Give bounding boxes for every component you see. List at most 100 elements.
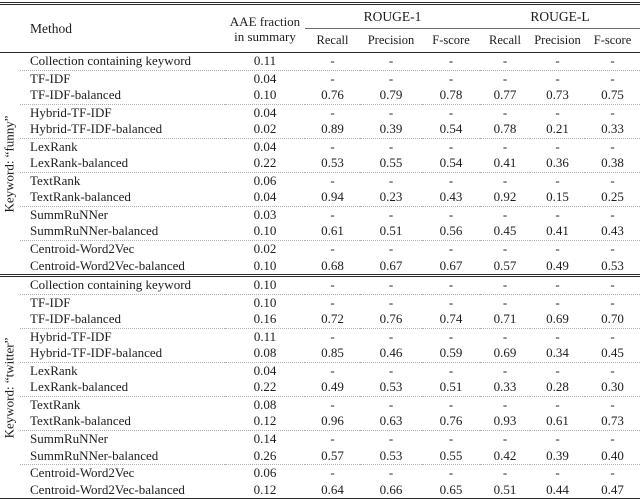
aae-fraction-cell: 0.10 xyxy=(225,87,305,105)
rouge1-precision-cell: 0.66 xyxy=(379,481,403,497)
rouge1-precision-cell: 0.63 xyxy=(360,413,422,432)
rouge1-precision-cell: 0.53 xyxy=(360,447,422,466)
rouge1-precision-cell: - xyxy=(388,172,394,188)
aae-fraction-cell: 0.22 xyxy=(225,155,305,173)
rouge1-precision-cell: - xyxy=(388,294,394,310)
rougel-fscore-cell: - xyxy=(610,138,615,154)
group-label-text: Keyword: “twitter” xyxy=(1,337,17,439)
rouge1-precision-cell: - xyxy=(388,206,394,222)
rouge1-fscore-cell: 0.43 xyxy=(422,189,480,207)
table-row: SummRuNNer 0.03 - - - - - - xyxy=(0,206,640,223)
rouge1-fscore-cell: - xyxy=(448,104,454,120)
rouge1-recall-cell: 0.96 xyxy=(305,413,360,432)
method-cell: LexRank-balanced xyxy=(20,379,225,397)
rouge1-recall-cell: 0.85 xyxy=(305,345,360,363)
group-label-text: Keyword: “funny” xyxy=(1,114,17,213)
method-cell: Centroid-Word2Vec xyxy=(30,465,135,481)
table-row: TF-IDF 0.10 - - - - - - xyxy=(0,294,640,311)
rouge1-precision-cell: 0.79 xyxy=(360,87,422,105)
rouge1-fscore-cell: - xyxy=(448,138,454,154)
rouge1-recall-cell: - xyxy=(305,275,360,295)
rougel-fscore-cell: 0.45 xyxy=(585,345,640,363)
table-row: TF-IDF-balanced 0.10 0.76 0.79 0.78 0.77… xyxy=(0,87,640,105)
rougel-recall-cell: 0.93 xyxy=(480,413,530,432)
rouge1-precision-cell: - xyxy=(388,431,394,447)
rouge1-precision-cell: 0.39 xyxy=(360,121,422,139)
rougel-recall-cell: - xyxy=(502,328,508,344)
aae-fraction-cell: 0.14 xyxy=(253,431,277,447)
table-row: TF-IDF 0.04 - - - - - - xyxy=(0,70,640,87)
rougel-fscore-cell: 0.30 xyxy=(585,379,640,397)
rouge1-fscore-cell: - xyxy=(448,396,454,412)
rouge1-fscore-cell: - xyxy=(448,362,454,378)
table-row: Centroid-Word2Vec-balanced 0.12 0.64 0.6… xyxy=(0,482,640,500)
rougel-precision-cell: - xyxy=(555,206,560,222)
rouge1-precision-cell: - xyxy=(388,396,394,412)
rouge1-precision-cell: - xyxy=(388,465,394,481)
aae-fraction-cell: 0.02 xyxy=(253,241,277,257)
aae-fraction-cell: 0.11 xyxy=(253,328,277,344)
rougel-recall-cell: - xyxy=(502,431,508,447)
rouge1-fscore-cell: - xyxy=(448,172,454,188)
rouge1-fscore-cell: 0.67 xyxy=(439,257,463,273)
rougel-fscore-cell: 0.70 xyxy=(585,311,640,329)
rouge1-fscore-cell: 0.55 xyxy=(422,447,480,466)
rougel-recall-cell: - xyxy=(502,241,508,257)
col-header-rl-recall: Recall xyxy=(489,33,521,47)
rouge1-precision-cell: 0.46 xyxy=(360,345,422,363)
rouge1-fscore-cell: - xyxy=(422,275,480,295)
method-cell: SummRuNNer-balanced xyxy=(20,447,225,466)
method-cell: LexRank xyxy=(30,362,78,378)
rougel-precision-cell: - xyxy=(555,328,560,344)
rougel-recall-cell: - xyxy=(502,362,508,378)
rougel-precision-cell: - xyxy=(555,138,560,154)
rouge1-recall-cell: - xyxy=(330,294,335,310)
col-header-r1-precision: Precision xyxy=(367,33,415,47)
table-group-twitter: Keyword: “twitter” Collection containing … xyxy=(0,275,640,500)
col-header-method: Method xyxy=(30,20,72,36)
rougel-precision-cell: - xyxy=(555,431,560,447)
rouge1-precision-cell: - xyxy=(388,138,394,154)
col-header-aae-fraction: AAE fraction in summary xyxy=(225,4,305,53)
table-row: LexRank 0.04 - - - - - - xyxy=(0,362,640,379)
rougel-recall-cell: - xyxy=(502,206,508,222)
method-cell: TF-IDF xyxy=(30,70,71,86)
table-row: Hybrid-TF-IDF-balanced 0.02 0.89 0.39 0.… xyxy=(0,121,640,139)
rouge1-recall-cell: 0.76 xyxy=(305,87,360,105)
rougel-recall-cell: - xyxy=(480,52,530,71)
aae-fraction-cell: 0.10 xyxy=(253,257,277,273)
rougel-fscore-cell: - xyxy=(610,294,615,310)
aae-fraction-cell: 0.04 xyxy=(253,138,277,154)
rougel-recall-cell: 0.77 xyxy=(480,87,530,105)
aae-header-line2: in summary xyxy=(234,28,296,44)
col-header-rouge-1: ROUGE-1 xyxy=(305,3,480,29)
aae-fraction-cell: 0.12 xyxy=(225,413,305,432)
rougel-precision-cell: - xyxy=(555,294,560,310)
rougel-recall-cell: 0.57 xyxy=(493,257,517,273)
rouge1-fscore-cell: - xyxy=(448,465,454,481)
rouge1-fscore-cell: 0.78 xyxy=(422,87,480,105)
rougel-fscore-cell: 0.25 xyxy=(585,189,640,207)
rougel-precision-cell: 0.34 xyxy=(530,345,585,363)
rouge1-recall-cell: - xyxy=(330,431,335,447)
rougel-fscore-cell: - xyxy=(610,70,615,86)
rougel-fscore-cell: - xyxy=(610,431,615,447)
method-cell: Centroid-Word2Vec-balanced xyxy=(30,481,185,497)
rouge1-recall-cell: 0.72 xyxy=(305,311,360,329)
method-cell: SummRuNNer-balanced xyxy=(20,223,225,242)
rougel-recall-cell: - xyxy=(502,70,508,86)
table-row: SummRuNNer-balanced 0.10 0.61 0.51 0.56 … xyxy=(0,223,640,242)
rougel-recall-cell: - xyxy=(480,275,530,295)
method-cell: LexRank xyxy=(30,138,78,154)
method-cell: TextRank-balanced xyxy=(20,189,225,207)
rouge1-precision-cell: - xyxy=(360,275,422,295)
method-cell: TF-IDF xyxy=(30,294,71,310)
rougel-fscore-cell: - xyxy=(610,362,615,378)
method-cell: TextRank xyxy=(30,172,81,188)
rougel-precision-cell: - xyxy=(530,275,585,295)
rougel-recall-cell: 0.45 xyxy=(480,223,530,242)
rouge1-precision-cell: 0.53 xyxy=(360,379,422,397)
rougel-fscore-cell: 0.53 xyxy=(601,257,624,273)
rougel-recall-cell: - xyxy=(502,172,508,188)
